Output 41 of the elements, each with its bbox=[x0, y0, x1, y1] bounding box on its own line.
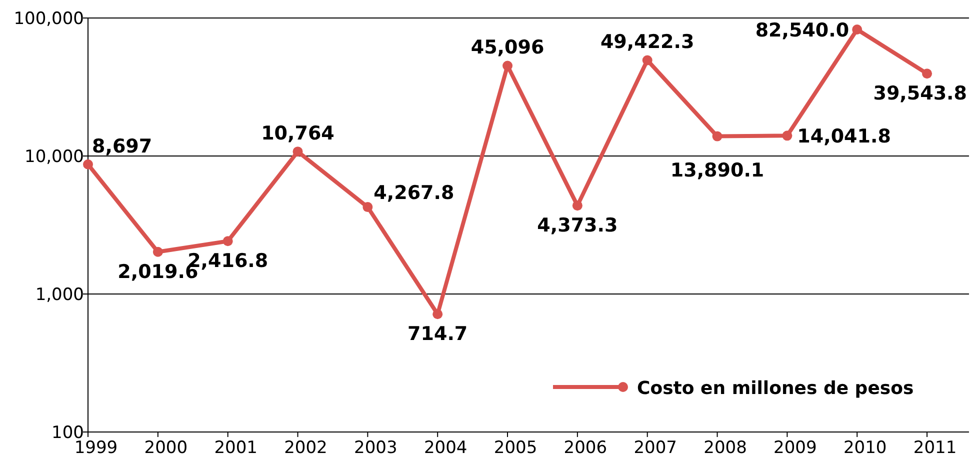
point bbox=[83, 159, 93, 170]
x-tick-label: 2002 bbox=[284, 438, 328, 458]
x-tick-label: 2003 bbox=[354, 438, 398, 458]
x-tick-label: 2001 bbox=[214, 438, 258, 458]
data-label: 8,697 bbox=[92, 135, 152, 158]
data-label: 45,096 bbox=[470, 36, 544, 59]
point bbox=[432, 309, 443, 320]
data-label: 10,764 bbox=[261, 122, 334, 145]
point bbox=[152, 246, 163, 257]
point bbox=[922, 68, 932, 79]
data-label: 39,543.8 bbox=[873, 82, 967, 105]
data-label: 714.7 bbox=[408, 323, 468, 346]
y-tick-label: 10,000 bbox=[24, 147, 84, 167]
x-tick-label: 2004 bbox=[424, 438, 468, 458]
x-tick-label: 2005 bbox=[494, 438, 538, 458]
data-label: 13,890.1 bbox=[670, 159, 764, 182]
point bbox=[222, 236, 233, 246]
data-label: 49,422.3 bbox=[600, 31, 694, 54]
x-tick-label: 2000 bbox=[144, 438, 188, 458]
point bbox=[852, 24, 862, 34]
y-tick-label: 100,000 bbox=[14, 9, 84, 29]
point bbox=[502, 60, 513, 71]
point bbox=[782, 130, 792, 141]
x-tick-label: 2007 bbox=[634, 438, 677, 458]
x-tick-label: 2010 bbox=[843, 438, 887, 458]
data-label: 82,540.0 bbox=[755, 20, 850, 42]
point bbox=[642, 55, 652, 66]
data-label: 4,373.3 bbox=[537, 214, 618, 237]
data-label: 4,267.8 bbox=[374, 182, 454, 204]
x-tick-label: 2006 bbox=[564, 438, 608, 458]
legend-label: Costo en millones de pesos bbox=[637, 378, 914, 399]
x-tick-label: 2011 bbox=[913, 438, 957, 458]
x-tick-label: 2009 bbox=[774, 438, 817, 458]
y-tick-label: 1,000 bbox=[35, 285, 84, 305]
data-label: 14,041.8 bbox=[797, 126, 891, 148]
x-tick-label: 1999 bbox=[74, 438, 118, 458]
x-tick-label: 2008 bbox=[704, 438, 747, 458]
point bbox=[712, 131, 722, 142]
point bbox=[292, 146, 303, 157]
point bbox=[362, 202, 373, 212]
point bbox=[572, 200, 582, 211]
